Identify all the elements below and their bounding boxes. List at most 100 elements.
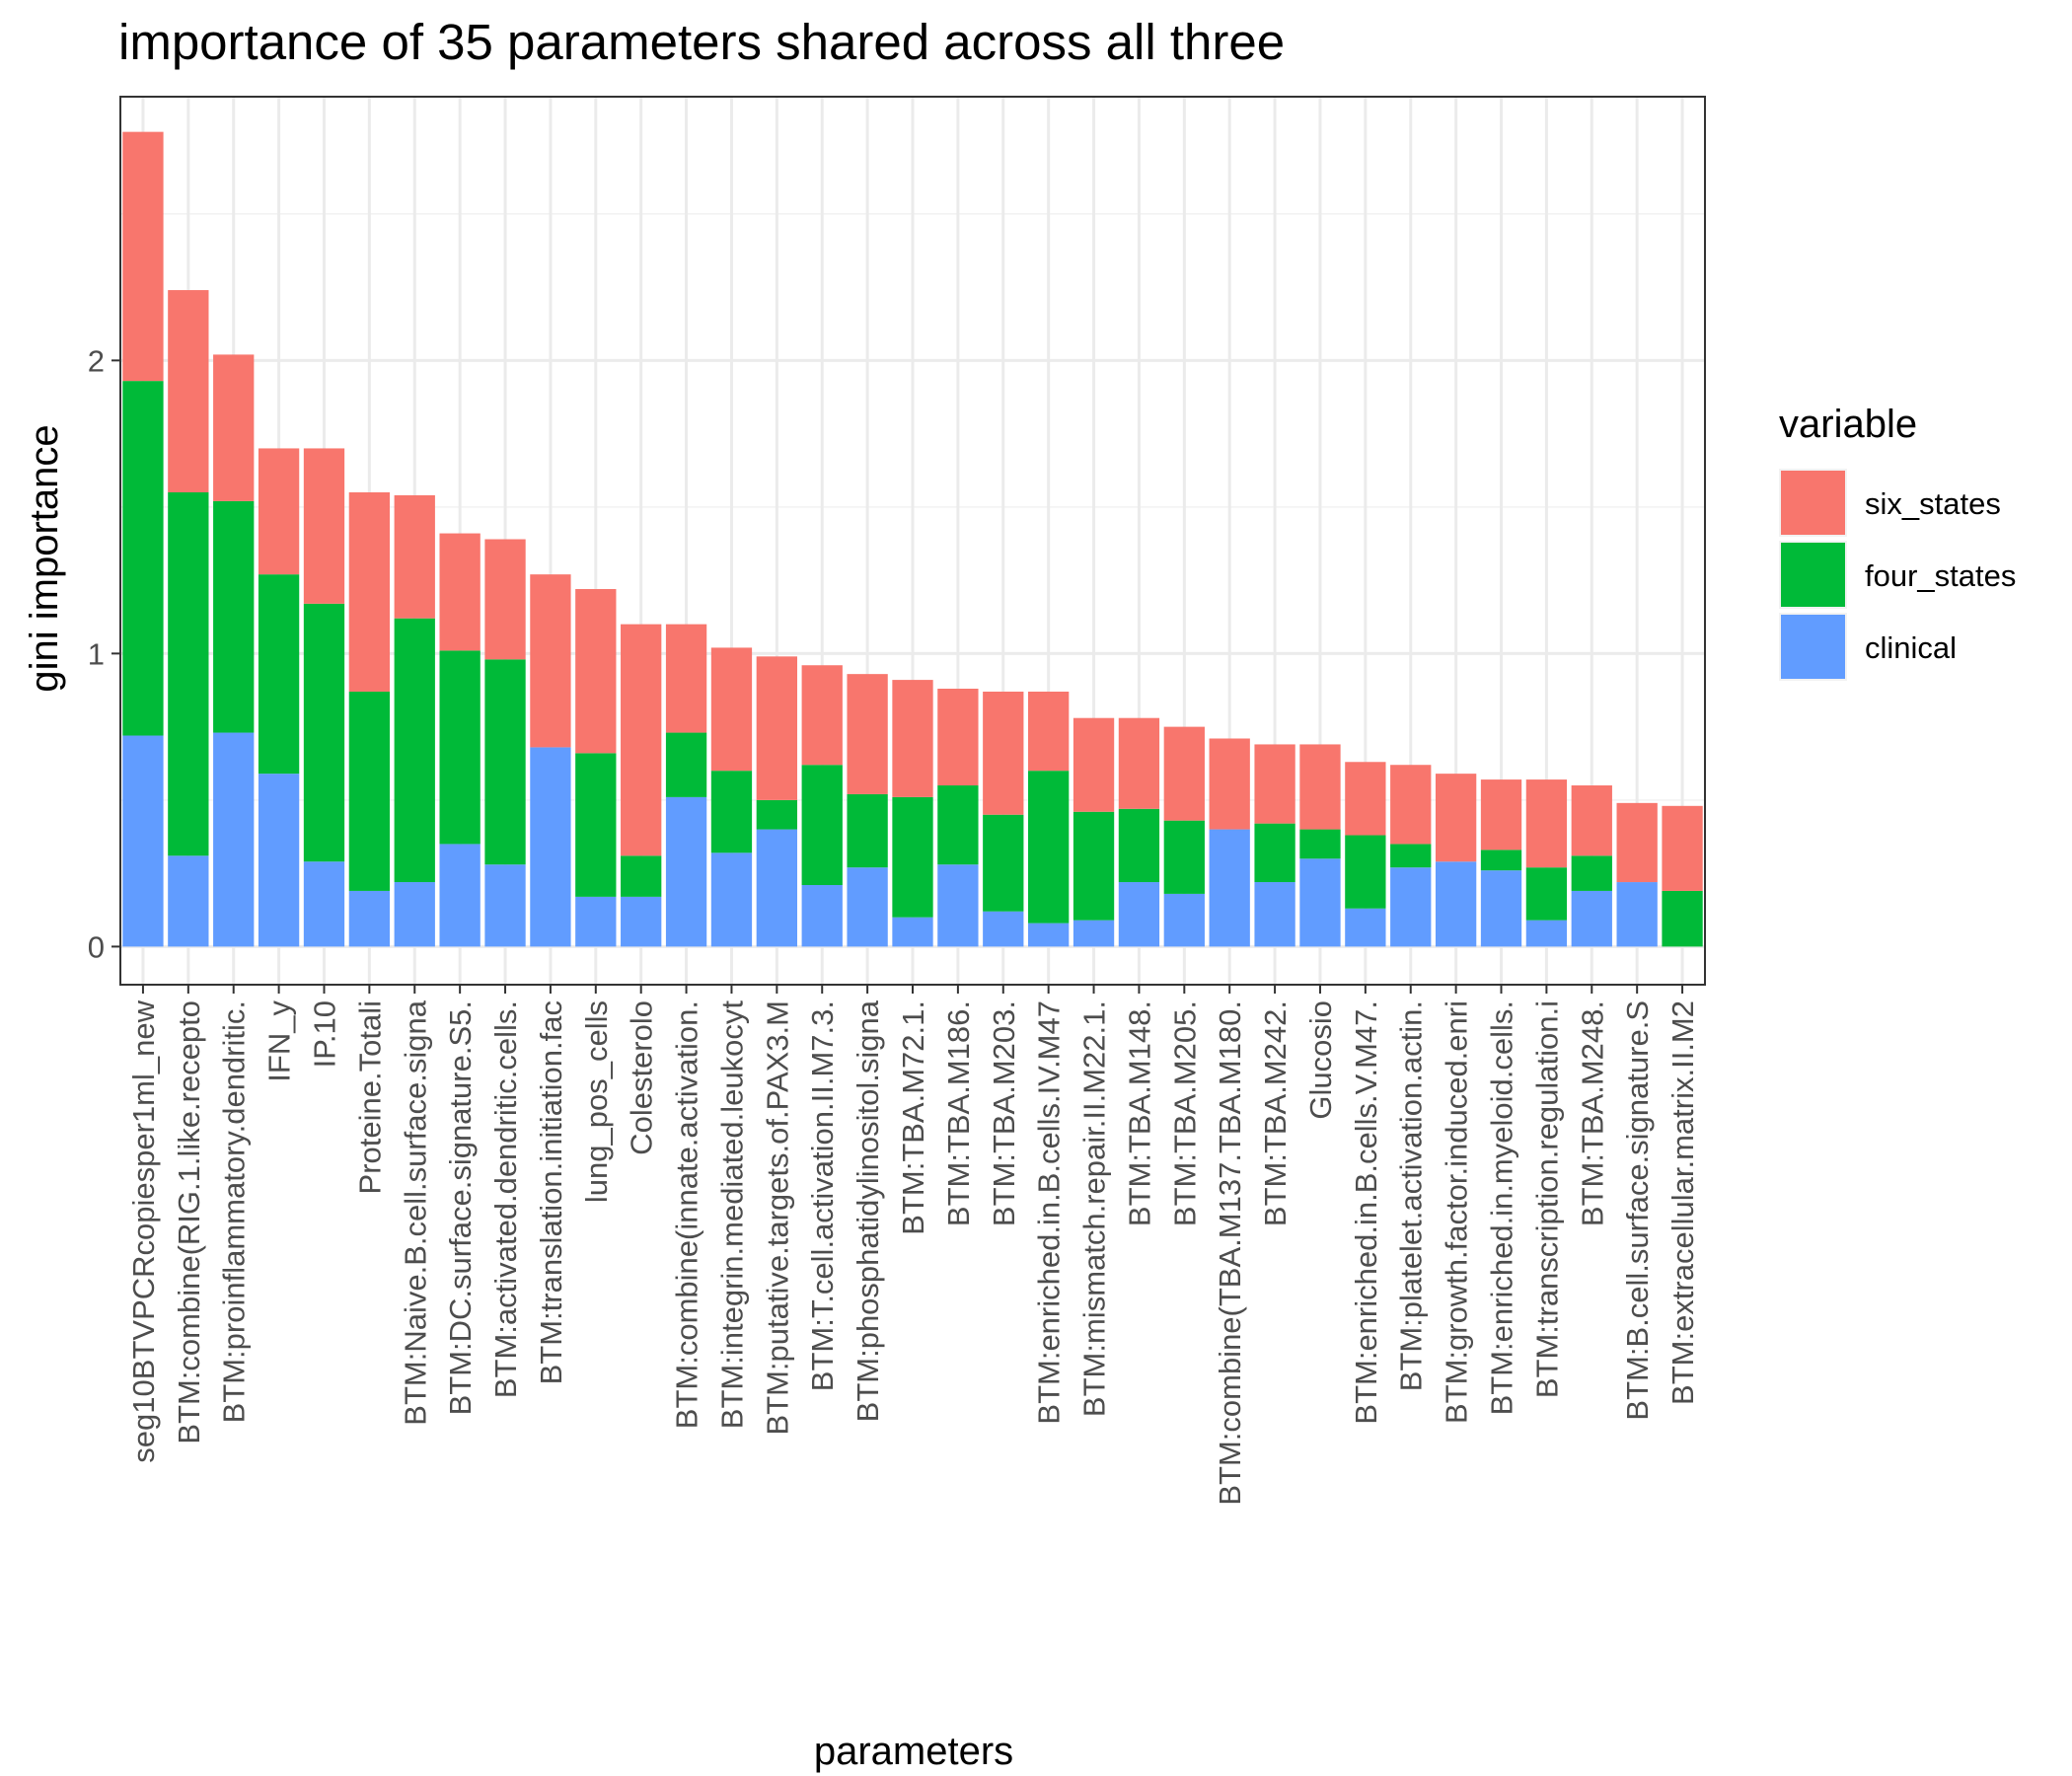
bar-six-states [168,290,209,492]
bar-clinical [213,732,255,947]
bar-clinical [665,796,707,947]
legend-label: clinical [1865,630,1957,665]
bar-clinical [1390,867,1432,947]
bar-six-states [1345,762,1386,836]
x-tick-label: seg10BTVPCRcopiesper1ml_new [126,999,161,1462]
bar-clinical [122,735,164,947]
bar-six-states [1662,805,1703,891]
bar-four-states [1028,771,1070,924]
x-tick-label: BTM:combine(RIG.1.like.recepto [172,1000,206,1444]
bar-four-states [937,785,979,865]
x-tick-label: BTM:combine(TBA.M137.TBA.M180. [1213,1000,1247,1506]
bar-six-states [348,491,391,692]
bar-six-states [575,589,617,754]
bar-six-states [213,354,255,501]
bar-clinical [983,911,1024,947]
y-tick-label: 1 [88,636,105,671]
x-tick-label: BTM:B.cell.surface.signature.S [1620,1000,1655,1421]
bar-four-states [303,603,345,862]
x-tick-label: BTM:phosphatidylinositol.signa [851,999,885,1422]
bar-six-states [1390,765,1432,845]
bar-four-states [439,650,481,845]
bar-clinical [892,917,933,947]
bar-clinical [937,864,979,947]
legend: variable six_states four_states clinical [1779,403,2016,681]
bar-four-states [1390,844,1432,868]
bar-clinical [303,861,345,947]
bar-four-states [1525,867,1568,921]
bar-clinical [1118,882,1160,947]
x-tick-label: BTM:combine(innate.activation. [670,1000,704,1429]
bar-clinical [1525,920,1568,947]
bar-clinical [1571,890,1612,947]
legend-label: four_states [1865,558,2016,593]
legend-label: six_states [1865,486,2001,521]
bar-four-states [1480,850,1522,871]
bar-six-states [847,674,888,794]
bar-four-states [168,491,209,856]
x-tick-label: BTM:TBA.M72.1. [896,1000,930,1235]
bar-six-states [439,533,481,651]
bar-six-states [1028,691,1070,772]
bar-four-states [710,771,753,853]
bar-four-states [1118,808,1160,883]
x-tick-label: BTM:Naive.B.cell.surface.signa [398,999,432,1425]
x-tick-label: BTM:translation.initiation.fac [534,1000,568,1384]
x-axis-title: parameters [814,1730,1013,1773]
bar-clinical [710,852,753,947]
y-axis-title: gini importance [23,424,66,692]
bar-six-states [303,448,345,604]
x-tick-label: BTM:mismatch.repair.II.M22.1. [1077,1000,1112,1417]
bar-six-states [1525,779,1568,868]
bar-clinical [756,829,797,947]
x-tick-label: BTM:T.cell.activation.II.M7.3. [805,1000,840,1391]
bar-clinical [484,864,526,947]
bar-six-states [1254,744,1295,824]
bar-four-states [801,765,843,886]
bar-clinical [258,774,300,947]
x-tick-label: BTM:extracellular.matrix.II.M2 [1665,1000,1700,1405]
x-tick-label: Colesterolo [625,1000,659,1155]
bar-clinical [621,896,662,947]
plot-panel [119,96,1706,986]
bar-clinical [1028,923,1070,947]
x-tick-label: BTM:TBA.M148. [1122,1000,1156,1226]
bar-four-states [1163,820,1205,894]
x-tick-label: BTM:putative.targets.of.PAX3.M [760,1000,794,1436]
bar-six-states [1299,744,1341,830]
bar-clinical [1345,908,1386,947]
bar-clinical [1480,870,1522,947]
bar-four-states [847,793,888,868]
bar-four-states [348,691,391,891]
bar-six-states [394,494,435,619]
bar-six-states [801,665,843,766]
bar-six-states [1118,717,1160,809]
x-tick-label: BTM:TBA.M242. [1258,1000,1293,1226]
bar-clinical [394,882,435,947]
bar-six-states [1209,738,1250,830]
bar-six-states [1435,774,1477,862]
bar-four-states [1299,829,1341,859]
x-tick-label: BTM:TBA.M205. [1167,1000,1202,1226]
bar-six-states [1571,785,1612,856]
bar-six-states [710,647,753,772]
bar-six-states [892,680,933,797]
x-tick-label: Proteine.Totali [352,1000,387,1194]
bar-clinical [847,867,888,947]
bar-four-states [892,796,933,918]
bar-six-states [1073,717,1115,812]
bar-four-states [484,659,526,865]
bar-clinical [575,896,617,947]
x-tick-label: BTM:platelet.activation.actin. [1394,1000,1429,1391]
legend-swatch-clinical [1781,615,1845,679]
x-tick-label: BTM:enriched.in.B.cells.IV.M47 [1032,1000,1067,1425]
x-tick-label: IP.10 [307,1000,341,1068]
bar-clinical [1209,829,1250,947]
bar-clinical [348,890,391,947]
bar-four-states [1345,835,1386,909]
bar-clinical [1254,882,1295,947]
legend-swatch-six-states [1781,471,1845,535]
x-tick-label: BTM:proinflammatory.dendritic. [217,1000,252,1423]
bar-six-states [1480,779,1522,851]
bar-six-states [621,624,662,856]
